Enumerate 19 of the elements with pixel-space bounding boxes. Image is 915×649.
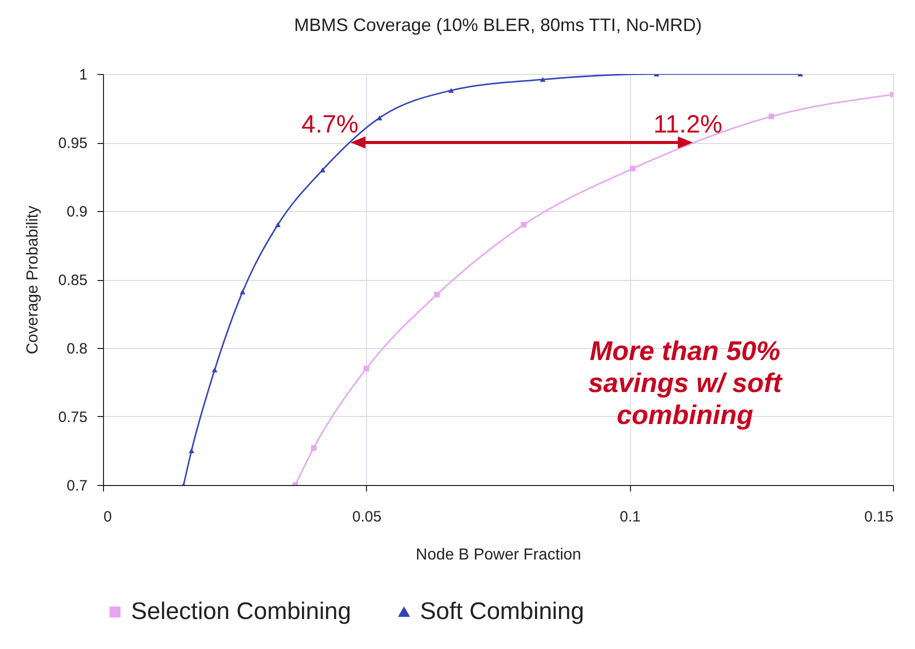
x-tick-label: 0.05 bbox=[352, 508, 382, 526]
y-tick-label: 0.9 bbox=[66, 204, 88, 220]
x-tick-label: 0 bbox=[104, 508, 112, 526]
annotation: 11.2% bbox=[653, 110, 722, 138]
y-tick-label: 0.85 bbox=[58, 272, 88, 289]
legend-label: Soft Combining bbox=[420, 598, 584, 625]
y-tick-label: 0.7 bbox=[66, 478, 88, 494]
x-tick-label: 0.15 bbox=[864, 508, 894, 526]
y-tick-label: 0.8 bbox=[66, 340, 88, 358]
y-tick-label: 0.95 bbox=[58, 135, 88, 152]
x-axis-title: Node B Power Fraction bbox=[416, 546, 582, 564]
y-tick-label: 1 bbox=[79, 66, 88, 84]
chart-title: MBMS Coverage (10% BLER, 80ms TTI, No-MRD) bbox=[294, 15, 702, 35]
y-tick-label: 0.75 bbox=[58, 409, 88, 426]
legend-label: Selection Combining bbox=[131, 598, 352, 625]
y-axis-title: Coverage Probability bbox=[24, 206, 42, 354]
x-tick-label: 0.1 bbox=[620, 508, 641, 526]
annotation: More than 50% savings w/ soft combining bbox=[587, 335, 784, 431]
annotation: 4.7% bbox=[302, 110, 359, 138]
